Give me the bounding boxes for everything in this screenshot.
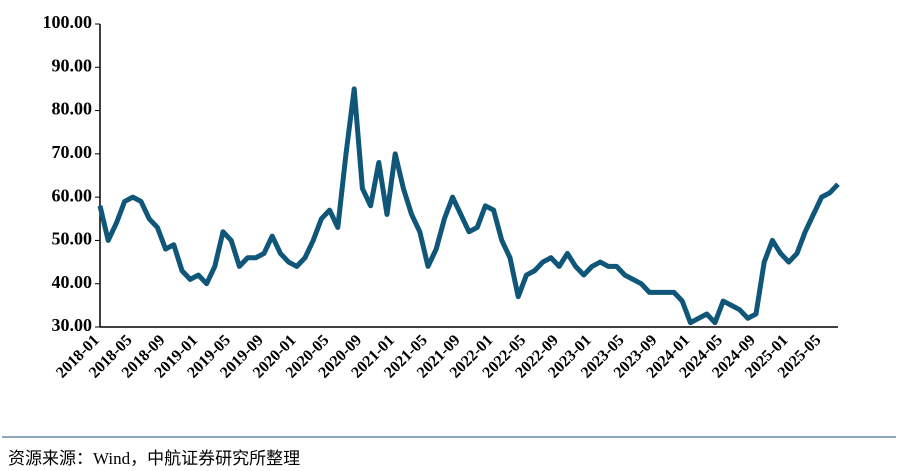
y-tick-label: 100.00: [43, 12, 93, 32]
y-tick-label: 40.00: [52, 272, 93, 292]
y-tick-label: 50.00: [52, 229, 93, 249]
y-tick-label: 90.00: [52, 55, 93, 75]
y-tick-label: 60.00: [52, 185, 93, 205]
y-tick-label: 70.00: [52, 142, 93, 162]
y-tick-label: 80.00: [52, 99, 93, 119]
source-note: 资源来源：Wind，中航证券研究所整理: [8, 449, 300, 468]
y-tick-label: 30.00: [52, 315, 93, 335]
data-line: [97, 86, 840, 326]
